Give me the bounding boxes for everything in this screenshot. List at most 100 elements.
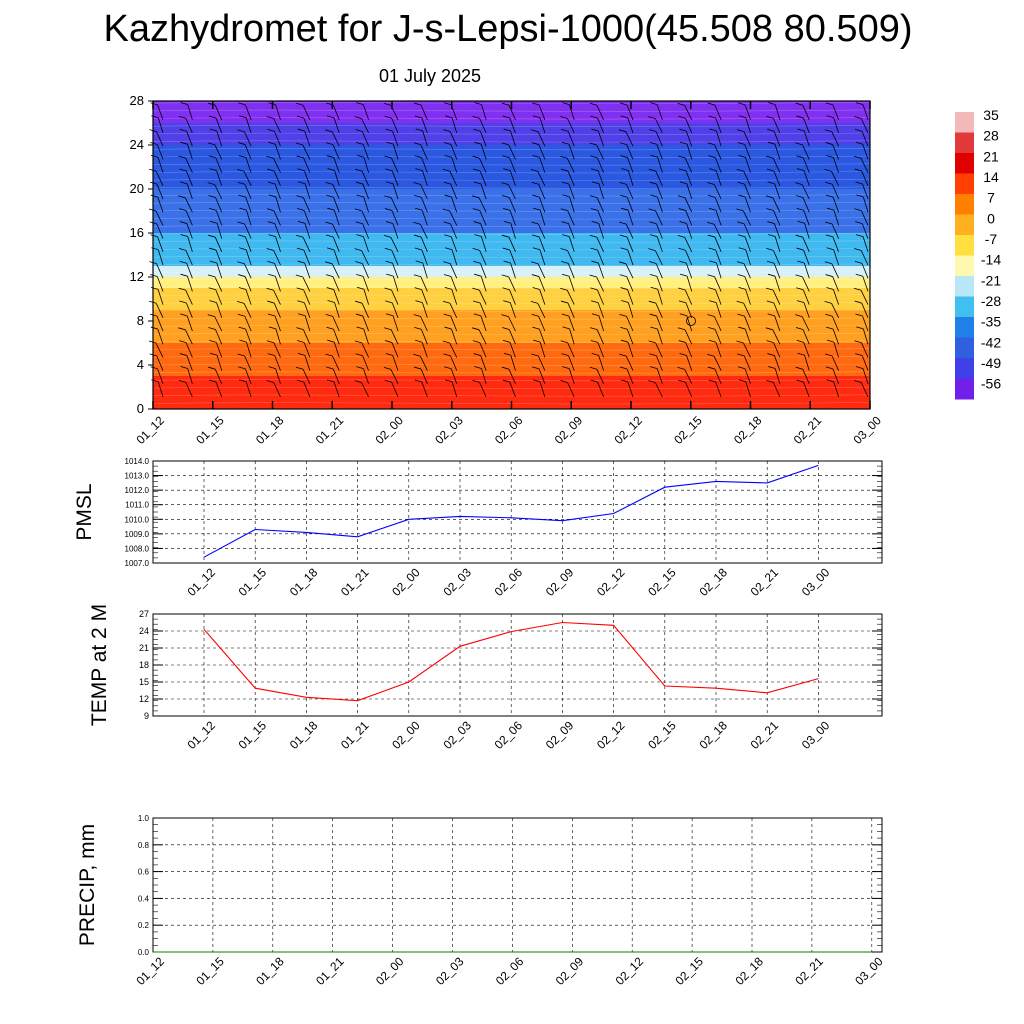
wind-barb-feather <box>766 155 774 159</box>
wind-barb <box>589 234 604 252</box>
wind-barb <box>296 379 311 398</box>
wind-barb-staff <box>596 276 604 292</box>
wind-barb-feather <box>444 286 452 290</box>
wind-barb-staff <box>420 144 428 160</box>
x-tick-label: 02_12 <box>613 954 647 988</box>
wind-barb-feather <box>562 234 570 237</box>
wind-barb <box>620 247 634 266</box>
wind-barb <box>650 366 663 384</box>
wind-barb-feather <box>767 313 775 317</box>
x-tick-label: 02_21 <box>748 718 782 752</box>
wind-barb-staff <box>274 263 281 279</box>
x-tick-label: 01_12 <box>133 413 167 447</box>
y-tick-label: 21 <box>139 643 149 653</box>
wind-barb-feather <box>737 313 745 317</box>
wind-barb-feather <box>677 235 685 238</box>
wind-barb-staff <box>391 170 399 186</box>
contour-line <box>152 348 871 351</box>
wind-barb-feather <box>444 326 452 330</box>
wind-barb-staff <box>214 276 223 292</box>
wind-barb-feather <box>853 287 862 291</box>
wind-barb-feather <box>444 247 453 251</box>
wind-barb-feather <box>648 116 656 120</box>
wind-barb-feather <box>854 248 862 251</box>
x-tick-label: 02_06 <box>492 718 526 752</box>
y-tick-label: 0.4 <box>138 894 150 903</box>
wind-barb-feather <box>824 169 832 172</box>
wind-barb-feather <box>620 247 628 251</box>
wind-barb-staff <box>569 328 575 345</box>
wind-barb <box>620 379 634 398</box>
wind-barb-feather <box>239 339 247 343</box>
wind-barb-feather <box>239 207 247 211</box>
wind-barb-feather <box>619 353 627 357</box>
wind-barb <box>561 260 575 279</box>
wind-barb <box>355 313 369 332</box>
wind-barb <box>589 102 604 120</box>
wind-barb-feather <box>650 102 658 106</box>
wind-barb <box>383 367 399 384</box>
wind-barb-staff <box>245 117 252 134</box>
wind-barb-feather <box>297 260 305 264</box>
x-tick-label: 01_21 <box>338 565 372 599</box>
wind-barb-feather <box>503 220 511 224</box>
wind-barb-staff <box>421 117 428 134</box>
wind-barb-feather <box>532 102 540 106</box>
wind-barb-staff <box>714 144 722 160</box>
y-tick-label: 15 <box>139 677 149 687</box>
wind-barb-feather <box>796 207 804 211</box>
wind-barb-staff <box>332 144 340 160</box>
wind-barb-staff <box>862 276 869 292</box>
wind-barb-feather <box>560 287 568 291</box>
wind-barb-feather <box>590 287 598 291</box>
wind-barb <box>503 300 516 318</box>
contour-line <box>152 209 871 212</box>
wind-barb-staff <box>214 105 223 120</box>
wind-barb <box>384 115 399 134</box>
wind-barb-staff <box>363 289 370 305</box>
contour-line <box>152 117 871 120</box>
wind-barb-staff <box>509 342 516 358</box>
wind-barb-staff <box>392 263 399 279</box>
wind-barb-feather <box>678 287 686 291</box>
wind-barb <box>560 208 575 226</box>
wind-barb <box>707 102 722 120</box>
wind-barb-feather <box>854 300 862 304</box>
wind-barb-feather <box>384 155 392 159</box>
wind-barb <box>150 154 164 173</box>
wind-barb <box>855 221 869 239</box>
wind-barb-staff <box>627 381 634 398</box>
wind-barb <box>325 353 340 371</box>
wind-barb-staff <box>156 263 164 279</box>
wind-barb <box>591 168 605 186</box>
colorbar-segment <box>955 255 974 277</box>
wind-barb <box>355 300 369 318</box>
wind-barb-feather <box>267 168 275 172</box>
wind-barb-feather <box>384 195 392 199</box>
wind-barb-staff <box>391 210 399 226</box>
wind-barb <box>179 168 193 186</box>
wind-barb <box>325 313 340 332</box>
wind-barb-staff <box>302 144 311 160</box>
wind-barb-feather <box>208 327 216 330</box>
wind-barb-staff <box>391 289 399 305</box>
wind-barb <box>854 116 869 134</box>
wind-barb <box>414 194 428 213</box>
wind-barb <box>472 115 487 134</box>
wind-barb-staff <box>391 342 399 358</box>
wind-barb-staff <box>861 131 869 147</box>
wind-barb-staff <box>833 157 840 173</box>
contour-line <box>152 255 871 258</box>
wind-barb-staff <box>186 223 193 239</box>
wind-barb <box>414 366 428 384</box>
wind-barb-staff <box>597 157 604 173</box>
wind-barb-feather <box>736 168 744 172</box>
wind-barb-staff <box>332 276 340 292</box>
wind-barb <box>531 313 546 332</box>
wind-barb-feather <box>825 234 834 238</box>
wind-barb-feather <box>267 221 275 225</box>
wind-barb-staff <box>451 289 458 305</box>
wind-barb-staff <box>862 144 869 160</box>
wind-barb-staff <box>802 369 810 384</box>
wind-barb <box>472 247 487 266</box>
